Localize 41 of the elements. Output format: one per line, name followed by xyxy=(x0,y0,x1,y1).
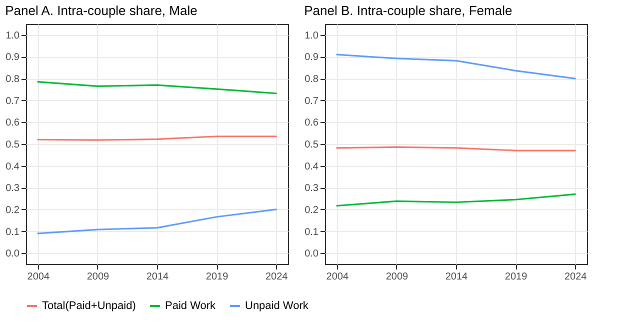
y-tick-label: 0.0 xyxy=(304,248,319,260)
y-tick-label: 0.0 xyxy=(6,248,20,260)
chart-title: Panel B. Intra-couple share, Female xyxy=(304,3,512,18)
legend-label: Unpaid Work xyxy=(245,300,309,312)
y-tick-label: 0.6 xyxy=(6,118,20,129)
x-tick-label: 2024 xyxy=(265,272,288,282)
y-tick-label: 0.4 xyxy=(304,161,319,172)
y-tick-label: 1.0 xyxy=(304,30,319,42)
y-tick-label: 0.3 xyxy=(6,183,20,194)
y-tick-label: 0.8 xyxy=(6,74,20,86)
y-tick-label: 0.7 xyxy=(304,96,319,107)
x-tick-label: 2019 xyxy=(504,272,528,282)
x-tick-label: 2024 xyxy=(564,272,588,282)
x-tick-label: 2009 xyxy=(86,272,110,282)
x-tick-label: 2004 xyxy=(27,272,50,282)
y-tick-label: 1.0 xyxy=(6,30,20,42)
y-tick-label: 0.2 xyxy=(304,204,319,216)
y-tick-label: 0.5 xyxy=(6,140,20,150)
y-tick-label: 0.1 xyxy=(6,226,20,238)
line-series xyxy=(37,81,277,94)
y-tick-label: 0.4 xyxy=(6,161,20,172)
y-tick-label: 0.5 xyxy=(304,140,319,150)
x-tick-label: 2009 xyxy=(386,272,409,282)
y-tick-label: 0.8 xyxy=(304,74,319,86)
y-tick-label: 0.9 xyxy=(304,52,319,64)
x-tick-label: 2014 xyxy=(146,272,170,282)
x-tick-label: 2014 xyxy=(445,272,468,282)
chart-title: Panel A. Intra-couple share, Male xyxy=(5,3,198,18)
line-series xyxy=(336,193,576,207)
y-tick-label: 0.2 xyxy=(6,204,20,216)
x-tick-label: 2004 xyxy=(326,272,349,282)
y-tick-label: 0.7 xyxy=(6,96,20,107)
line-series xyxy=(336,54,576,80)
y-tick-label: 0.6 xyxy=(304,118,319,129)
y-tick-label: 0.9 xyxy=(6,52,20,64)
y-tick-label: 0.1 xyxy=(304,226,319,238)
legend-label: Paid Work xyxy=(165,300,216,312)
legend-label: Total(Paid+Unpaid) xyxy=(42,300,136,312)
x-tick-label: 2019 xyxy=(206,272,229,282)
y-tick-label: 0.3 xyxy=(304,183,319,194)
line-series xyxy=(37,208,277,234)
